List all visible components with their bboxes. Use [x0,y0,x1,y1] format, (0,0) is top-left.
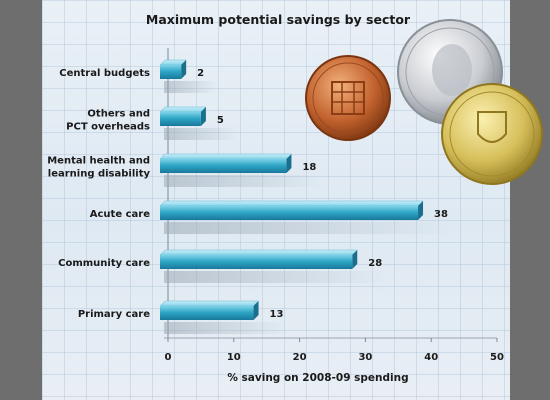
category-label: Mental health and [47,156,150,167]
bar-shadow [164,222,455,234]
bar [160,306,254,320]
x-tick-label: 30 [358,352,372,363]
bar-shadow [164,271,389,283]
chart-title: Maximum potential savings by sector [146,12,411,27]
category-label: learning disability [48,169,151,180]
data-label: 5 [217,115,224,126]
bar-end-face [286,154,292,173]
bar-top-face [159,106,207,113]
bar-shadow [164,81,218,93]
bar-group: 2 Central budgets [59,59,218,93]
x-tick-label: 10 [227,352,241,363]
bar-top-face [159,200,424,207]
x-tick-label: 20 [293,352,307,363]
bar-end-face [418,201,424,220]
bar-group: 13 Primary care [78,300,290,334]
category-label: Primary care [78,309,150,320]
x-tick-label: 0 [165,352,172,363]
bar [160,112,201,126]
data-label: 13 [270,309,284,320]
bar-group: 5 Others and PCT overheads [66,106,237,140]
bar [160,159,287,173]
bar-shadow [164,322,290,334]
bar-end-face [253,301,259,320]
bar-top-face [159,300,260,307]
bar-top-face [159,153,293,160]
x-tick-label: 50 [490,352,504,363]
category-label: Others and [87,109,150,120]
category-label: PCT overheads [66,122,150,133]
x-axis-label: % saving on 2008-09 spending [227,372,408,384]
bar [160,65,182,79]
bar-group: 18 Mental health and learning disability [47,153,323,187]
bar-end-face [200,107,206,126]
category-label: Community care [58,258,150,269]
data-label: 18 [302,162,316,173]
bar-end-face [352,250,358,269]
bar [160,255,353,269]
x-tick-label: 40 [424,352,438,363]
coin-pound-icon [441,83,543,185]
bar-group: 38 Acute care [90,200,455,234]
data-label: 2 [197,68,204,79]
category-label: Central budgets [59,68,150,79]
bar [160,206,419,220]
category-label: Acute care [90,209,150,220]
bar-shadow [164,175,323,187]
bar-end-face [181,60,187,79]
bar-shadow [164,128,237,140]
coin-penny-icon [305,55,391,141]
bar-group: 28 Community care [58,249,389,283]
data-label: 38 [434,209,448,220]
data-label: 28 [368,258,382,269]
bar-top-face [159,249,358,256]
